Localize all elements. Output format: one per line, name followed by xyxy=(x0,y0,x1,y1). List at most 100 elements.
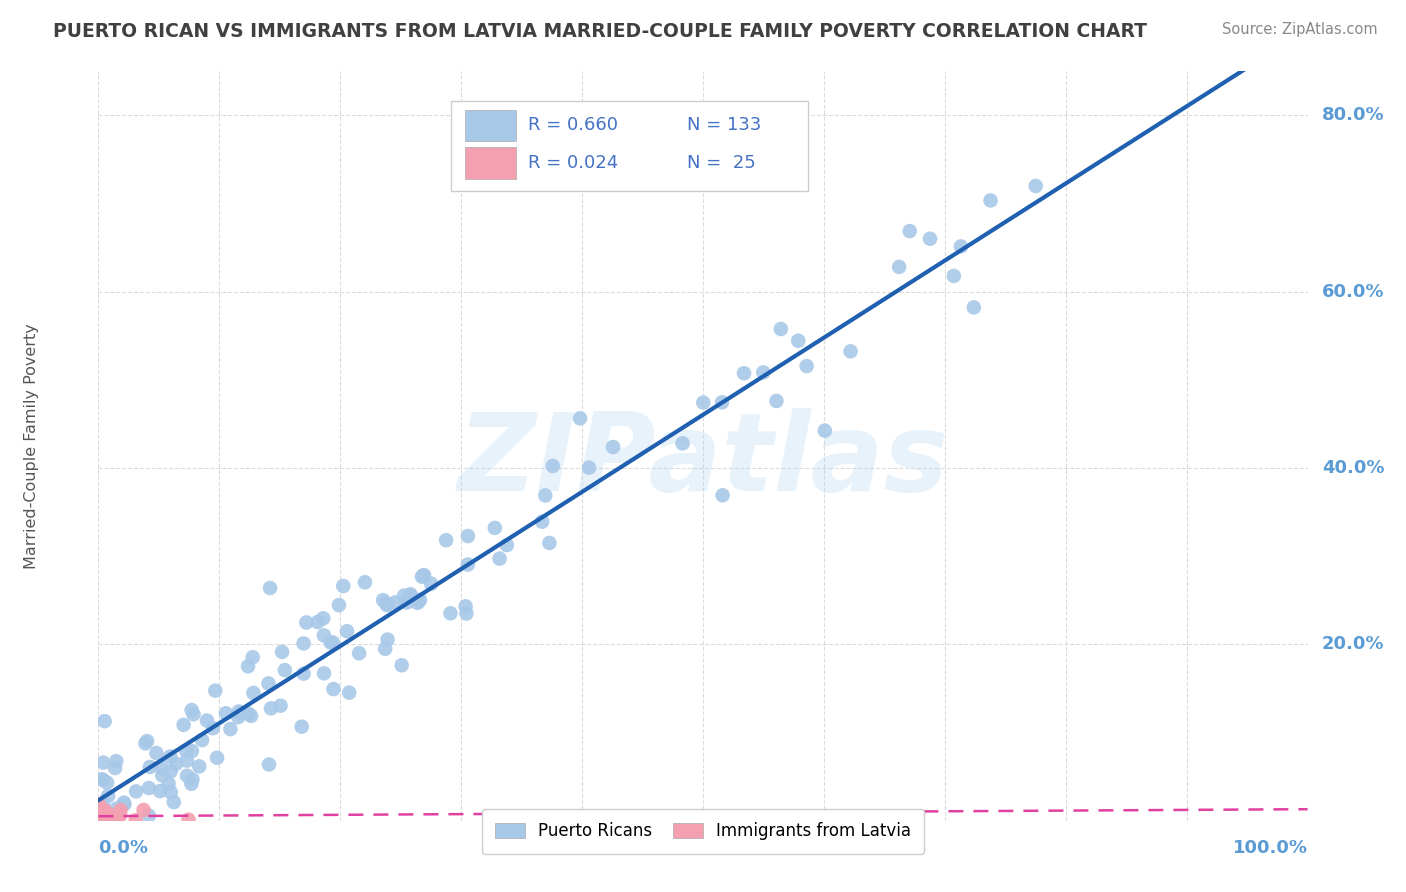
Point xyxy=(454,599,477,614)
Point xyxy=(87,806,110,821)
Point xyxy=(671,436,693,450)
Point xyxy=(371,593,394,607)
Point xyxy=(97,810,120,824)
Point xyxy=(105,801,128,815)
Point xyxy=(328,598,350,612)
Point xyxy=(204,683,226,698)
Text: R = 0.024: R = 0.024 xyxy=(527,153,617,172)
Point xyxy=(457,558,479,572)
Point xyxy=(395,595,418,609)
Point xyxy=(375,598,398,612)
Point xyxy=(91,812,114,826)
Point xyxy=(112,796,135,810)
Point xyxy=(322,681,344,696)
Point xyxy=(96,813,118,827)
Point xyxy=(173,718,195,732)
Point xyxy=(412,568,434,582)
Point xyxy=(180,777,202,791)
Point xyxy=(319,635,342,649)
Point xyxy=(165,756,187,771)
Point xyxy=(949,239,972,253)
Point xyxy=(347,646,370,660)
Point xyxy=(274,663,297,677)
Point xyxy=(354,575,377,590)
Point xyxy=(488,551,510,566)
Point xyxy=(257,676,280,690)
Point xyxy=(384,595,406,609)
Point xyxy=(104,761,127,775)
Text: N = 133: N = 133 xyxy=(688,116,762,135)
Point xyxy=(257,757,280,772)
Point xyxy=(174,744,197,758)
Point xyxy=(406,596,429,610)
Point xyxy=(181,772,204,787)
Point xyxy=(176,754,198,768)
Point xyxy=(484,521,506,535)
Point xyxy=(312,628,335,642)
Point xyxy=(391,658,413,673)
Point xyxy=(90,808,112,822)
Point xyxy=(125,784,148,798)
Point xyxy=(180,703,202,717)
Point xyxy=(569,411,592,425)
Point xyxy=(134,736,156,750)
Point xyxy=(312,666,335,681)
Point xyxy=(295,615,318,630)
Point xyxy=(176,769,198,783)
Point xyxy=(159,764,181,779)
Point xyxy=(710,395,733,409)
Legend: Puerto Ricans, Immigrants from Latvia: Puerto Ricans, Immigrants from Latvia xyxy=(482,809,924,854)
Point xyxy=(96,809,118,823)
Point xyxy=(231,706,253,720)
Point xyxy=(242,650,264,665)
Point xyxy=(149,784,172,798)
Point xyxy=(105,754,128,768)
Point xyxy=(91,797,114,811)
Text: 100.0%: 100.0% xyxy=(1233,839,1308,857)
Point xyxy=(942,268,965,283)
Point xyxy=(238,706,260,721)
Point xyxy=(814,424,837,438)
Point xyxy=(270,698,292,713)
Point xyxy=(90,814,112,828)
Point xyxy=(215,706,238,721)
Text: N =  25: N = 25 xyxy=(688,153,756,172)
Point xyxy=(401,590,423,604)
Point xyxy=(765,393,787,408)
Point xyxy=(107,811,129,825)
Point xyxy=(259,581,281,595)
Point xyxy=(136,734,159,748)
Point xyxy=(94,810,117,824)
Point xyxy=(87,811,110,825)
Point xyxy=(191,733,214,747)
Point xyxy=(457,529,479,543)
Point xyxy=(183,707,205,722)
Point xyxy=(205,751,228,765)
Point xyxy=(399,587,422,601)
Point xyxy=(236,659,259,673)
Point xyxy=(413,568,436,582)
Point xyxy=(538,536,561,550)
Point xyxy=(89,814,111,828)
Point xyxy=(107,813,129,827)
Point xyxy=(97,806,120,821)
FancyBboxPatch shape xyxy=(465,147,516,178)
Point xyxy=(1025,178,1047,193)
Point xyxy=(110,803,132,817)
Point xyxy=(91,772,114,787)
Point xyxy=(322,635,344,649)
Text: 0.0%: 0.0% xyxy=(98,839,149,857)
Text: PUERTO RICAN VS IMMIGRANTS FROM LATVIA MARRIED-COUPLE FAMILY POVERTY CORRELATION: PUERTO RICAN VS IMMIGRANTS FROM LATVIA M… xyxy=(53,22,1147,41)
Point xyxy=(374,641,396,656)
Point xyxy=(769,322,792,336)
Point xyxy=(150,761,173,775)
Point xyxy=(752,366,775,380)
Point xyxy=(242,686,264,700)
Point xyxy=(409,592,432,607)
FancyBboxPatch shape xyxy=(465,110,516,141)
Point xyxy=(177,813,200,827)
Point xyxy=(456,607,478,621)
Point xyxy=(889,260,911,274)
Point xyxy=(159,785,181,799)
Point xyxy=(375,597,398,611)
